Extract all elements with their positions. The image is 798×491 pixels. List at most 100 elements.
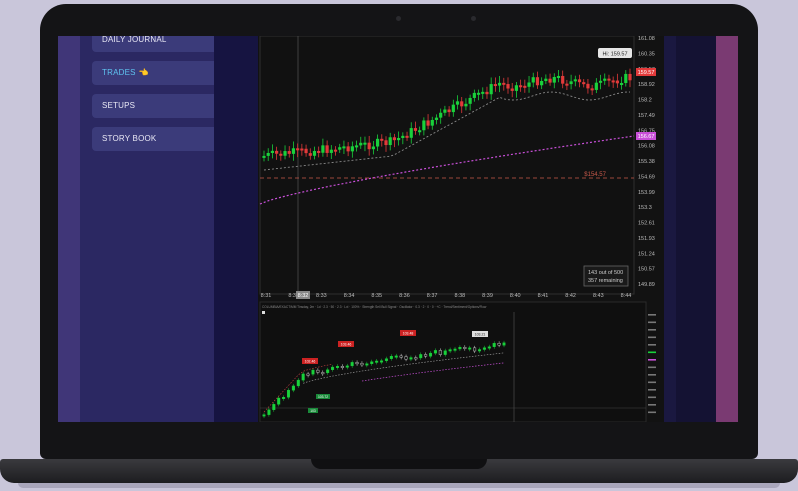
time-tick-label: 8:33 — [316, 293, 327, 299]
indicator-axis-tick — [648, 336, 656, 339]
trading-chart-panel[interactable]: $154.57 161.08 160.35 159.57 158.92 158.2 157… — [258, 36, 664, 422]
indicator-axis-tick — [648, 314, 656, 316]
time-tick-label: 8:41 — [538, 293, 549, 299]
time-tick-label: 8:34 — [344, 293, 355, 299]
candle-body — [300, 148, 304, 151]
pointing-hand-icon: 👈 — [138, 68, 149, 77]
indicator-candle-body — [384, 358, 388, 361]
callout-3: 103.48 — [400, 330, 416, 336]
candle-body — [304, 148, 308, 154]
candle-body — [270, 150, 275, 153]
indicator-ma-red — [263, 363, 333, 413]
candle-body — [540, 80, 544, 86]
candle-body — [439, 112, 443, 118]
candle-body — [489, 84, 493, 95]
indicator-candle-body — [311, 369, 315, 375]
indicator-candle-body — [306, 373, 310, 376]
price-tick-label: 152.61 — [638, 221, 655, 227]
cursor-time-tag: 8:32 — [296, 291, 310, 299]
nav-setups[interactable]: SETUPS — [92, 94, 232, 118]
indicator-candle-body — [272, 404, 276, 411]
candle-body — [544, 78, 548, 81]
nav-daily-journal[interactable]: DAILY JOURNAL — [92, 36, 232, 52]
white-tag-box — [472, 331, 488, 337]
candle-body — [329, 149, 333, 153]
candle-body — [519, 85, 523, 88]
ma-price-tag: 156.67 — [636, 132, 656, 140]
candle-body — [312, 150, 317, 156]
candle-body — [594, 82, 598, 90]
indicator-candle-body — [394, 355, 398, 358]
candle-body — [359, 142, 363, 146]
bar-count-line2: 357 remaining — [588, 278, 623, 284]
candle-body — [426, 120, 430, 126]
right-panel-inner — [676, 36, 716, 422]
camera-icon — [471, 16, 476, 21]
candle-body — [603, 78, 607, 81]
indicator-candle-body — [301, 373, 305, 381]
candle-body — [443, 109, 447, 113]
candle-body — [409, 128, 413, 138]
indicator-candle-body — [389, 356, 393, 359]
time-tick-label: 8:35 — [371, 293, 382, 299]
cursor-time-text: 8:32 — [298, 293, 309, 299]
candle-body — [586, 83, 590, 89]
time-axis: 8:31 8:32 8:33 8:34 8:35 8:36 8:37 8:38 8:39 8:40… — [261, 293, 632, 299]
price-chart-frame — [259, 36, 635, 295]
time-tick-label: 8:32 — [288, 293, 299, 299]
indicator-candle-body — [409, 357, 413, 360]
laptop-base-notch — [311, 459, 487, 469]
indicator-settings-icon[interactable] — [262, 311, 265, 314]
indicator-candle-body — [497, 343, 501, 346]
indicator-candle-body — [438, 350, 442, 355]
nav-story-book[interactable]: STORY BOOK — [92, 127, 232, 151]
candle-body — [582, 82, 586, 85]
candle-body — [514, 85, 519, 91]
green-tag-1: 103.72 — [316, 394, 330, 399]
hi-label: Hi: 159.57 — [598, 48, 632, 58]
indicator-candle-body — [331, 366, 335, 370]
candle-body — [577, 79, 582, 83]
candle-body — [611, 80, 615, 83]
indicator-candle-body — [443, 350, 447, 355]
price-tick-label: 151.93 — [638, 236, 655, 242]
bar-count-frame — [583, 265, 629, 287]
candle-body — [405, 135, 409, 138]
indicator-candle-body — [340, 366, 344, 368]
candle-body — [296, 148, 300, 151]
indicator-header: COLUMBIA/EXACT/MM Tinsday, 2m · 1d · 2.3… — [262, 305, 487, 309]
callout-1-text: 102.46 — [305, 360, 316, 364]
moving-average-fast — [263, 91, 631, 171]
candle-body — [283, 151, 287, 156]
candle-body — [321, 145, 325, 153]
price-chart[interactable]: $154.57 161.08 160.35 159.57 158.92 158.2 157… — [259, 36, 656, 299]
nav-trades[interactable]: TRADES 👈 — [92, 61, 232, 85]
candle-body — [430, 119, 434, 126]
indicator-axis-tick — [648, 329, 656, 331]
indicator-candle-body — [399, 355, 403, 358]
green-tag-2-box — [308, 408, 318, 413]
candle-body — [401, 135, 405, 138]
callout-2-box — [338, 341, 354, 347]
bar-count-box: 143 out of 500 357 remaining — [583, 265, 629, 287]
indicator-chart[interactable]: COLUMBIA/EXACT/MM Tinsday, 2m · 1d · 2.3… — [259, 301, 656, 422]
candle-body — [527, 82, 531, 87]
candle-body — [615, 80, 619, 84]
candle-body — [552, 76, 556, 83]
right-accent-strip — [716, 36, 738, 422]
indicator-candle-body — [487, 346, 491, 349]
indicator-candle-body — [478, 349, 482, 352]
candle-body — [371, 146, 375, 150]
sidebar: DAILY JOURNAL TRADES 👈 SETUPS STORY BOOK — [80, 36, 232, 422]
candle-body — [476, 92, 481, 95]
candle-body — [342, 146, 346, 149]
candle-body — [468, 97, 472, 104]
indicator-candle-body — [360, 362, 364, 366]
chart-canvas[interactable]: $154.57 161.08 160.35 159.57 158.92 158.2 157… — [258, 36, 664, 422]
callout-1: 102.46 — [302, 358, 318, 364]
candle-body — [384, 140, 388, 146]
cursor-time-box — [296, 291, 310, 299]
candle-body — [556, 75, 561, 78]
price-axis: 161.08 160.35 159.57 158.92 158.2 157.49 156.7… — [638, 36, 655, 288]
left-accent-strip — [58, 36, 80, 422]
